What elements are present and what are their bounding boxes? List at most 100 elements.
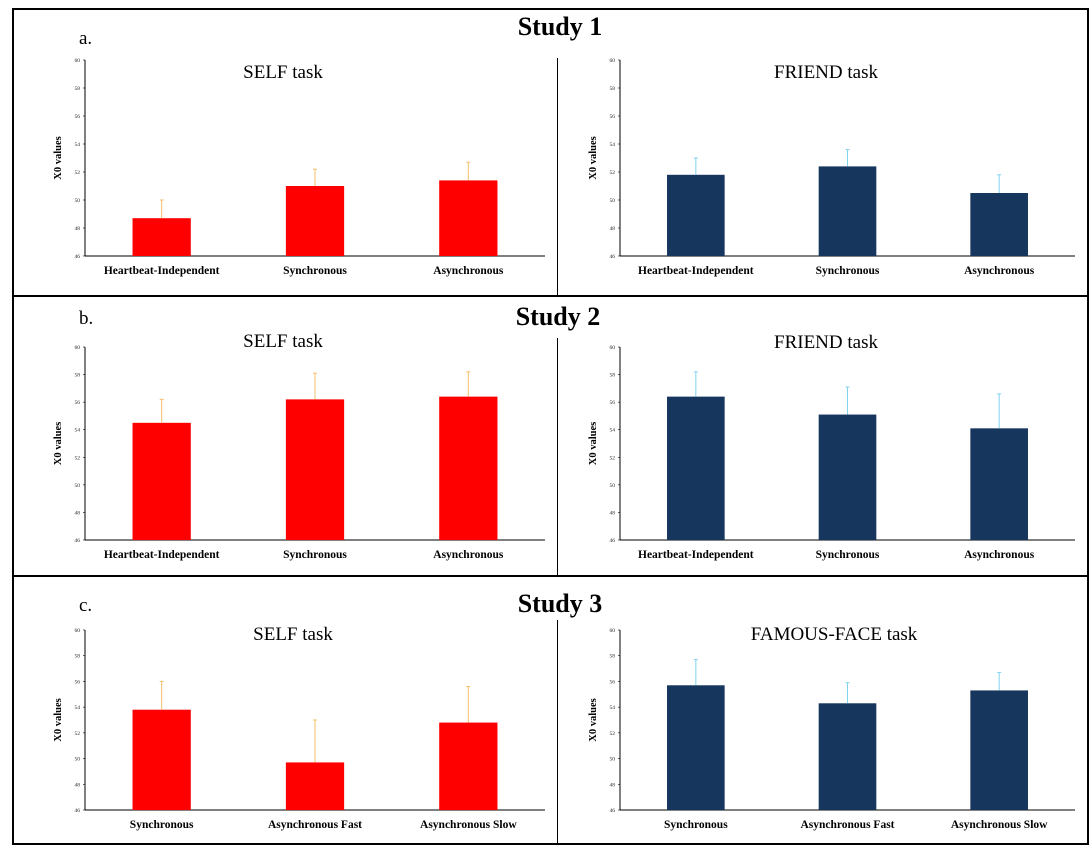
bar [970, 690, 1028, 810]
category-label: Heartbeat-Independent [638, 265, 754, 277]
bar [818, 703, 877, 810]
y-tick-label: 52 [75, 731, 81, 737]
y-tick-label: 56 [610, 114, 616, 120]
bar [818, 166, 877, 256]
y-tick-label: 56 [75, 679, 81, 685]
bar [667, 685, 725, 810]
bar [285, 399, 345, 540]
bar [970, 193, 1028, 256]
category-label: Heartbeat-Independent [638, 549, 754, 561]
bar [439, 722, 498, 810]
category-label: Asynchronous Slow [420, 819, 517, 831]
category-label: Asynchronous [433, 265, 504, 277]
y-tick-label: 52 [610, 170, 616, 176]
y-tick-label: 48 [610, 226, 616, 232]
panel-letter-b: b. [79, 308, 94, 329]
y-tick-label: 50 [610, 483, 616, 489]
y-tick-label: 48 [75, 782, 81, 788]
study-2-title: Study 2 [515, 302, 601, 331]
category-label: Asynchronous Slow [951, 819, 1048, 831]
y-tick-label: 56 [75, 400, 81, 406]
category-label: Synchronous [283, 549, 347, 561]
y-tick-label: 46 [75, 254, 81, 260]
task-title: FRIEND task [774, 62, 878, 83]
y-tick-label: 52 [610, 455, 616, 461]
study-3-title: Study 3 [517, 589, 603, 618]
category-label: Asynchronous [964, 549, 1035, 561]
category-label: Synchronous [664, 819, 728, 831]
y-tick-label: 50 [610, 198, 616, 204]
y-tick-label: 60 [75, 628, 81, 634]
panel-divider [557, 338, 558, 575]
y-tick-label: 60 [75, 345, 81, 351]
task-title: FAMOUS-FACE task [751, 624, 918, 645]
bar [132, 422, 191, 540]
y-tick-label: 46 [610, 254, 616, 260]
y-tick-label: 58 [610, 654, 616, 660]
bar [132, 709, 191, 810]
y-tick-label: 58 [75, 86, 81, 92]
y-tick-label: 52 [75, 455, 81, 461]
y-tick-label: 56 [75, 114, 81, 120]
y-tick-label: 48 [75, 510, 81, 516]
bar [667, 396, 725, 540]
y-tick-label: 46 [610, 538, 616, 544]
category-label: Synchronous [130, 819, 194, 831]
y-tick-label: 46 [75, 808, 81, 814]
y-tick-label: 50 [610, 757, 616, 763]
category-label: Heartbeat-Independent [104, 265, 220, 277]
category-label: Synchronous [283, 265, 347, 277]
y-tick-label: 54 [75, 428, 81, 434]
category-label: Synchronous [816, 549, 880, 561]
bar [285, 186, 345, 256]
y-tick-label: 58 [610, 373, 616, 379]
y-axis-title: X0 values [588, 422, 599, 465]
y-tick-label: 58 [75, 654, 81, 660]
study-3-panel [12, 575, 1089, 845]
y-axis-title: X0 values [588, 698, 599, 741]
y-tick-label: 60 [610, 345, 616, 351]
category-label: Asynchronous Fast [268, 819, 362, 831]
y-tick-label: 56 [610, 679, 616, 685]
y-tick-label: 54 [610, 705, 616, 711]
task-title: SELF task [243, 62, 323, 83]
y-tick-label: 60 [75, 58, 81, 64]
y-tick-label: 48 [75, 226, 81, 232]
y-tick-label: 56 [610, 400, 616, 406]
y-tick-label: 46 [610, 808, 616, 814]
bar [132, 218, 191, 256]
y-tick-label: 54 [75, 142, 81, 148]
y-tick-label: 50 [75, 757, 81, 763]
bar [285, 762, 345, 810]
y-tick-label: 52 [75, 170, 81, 176]
y-axis-title: X0 values [53, 136, 64, 179]
y-tick-label: 58 [75, 373, 81, 379]
y-tick-label: 54 [75, 705, 81, 711]
category-label: Synchronous [816, 265, 880, 277]
task-title: SELF task [253, 624, 333, 645]
y-axis-title: X0 values [588, 136, 599, 179]
bar [667, 174, 725, 256]
y-tick-label: 48 [610, 782, 616, 788]
panel-divider [557, 58, 558, 295]
bar [970, 428, 1028, 540]
panel-letter-a: a. [79, 28, 93, 49]
bar [818, 414, 877, 540]
task-title: SELF task [243, 331, 323, 352]
category-label: Asynchronous [433, 549, 504, 561]
y-tick-label: 50 [75, 198, 81, 204]
category-label: Asynchronous Fast [800, 819, 894, 831]
y-tick-label: 60 [610, 58, 616, 64]
y-tick-label: 54 [610, 428, 616, 434]
panel-divider [557, 620, 558, 845]
y-tick-label: 58 [610, 86, 616, 92]
y-tick-label: 46 [75, 538, 81, 544]
study-1-title: Study 1 [517, 12, 603, 41]
panel-letter-c: c. [79, 595, 93, 616]
task-title: FRIEND task [774, 332, 878, 353]
y-tick-label: 54 [610, 142, 616, 148]
